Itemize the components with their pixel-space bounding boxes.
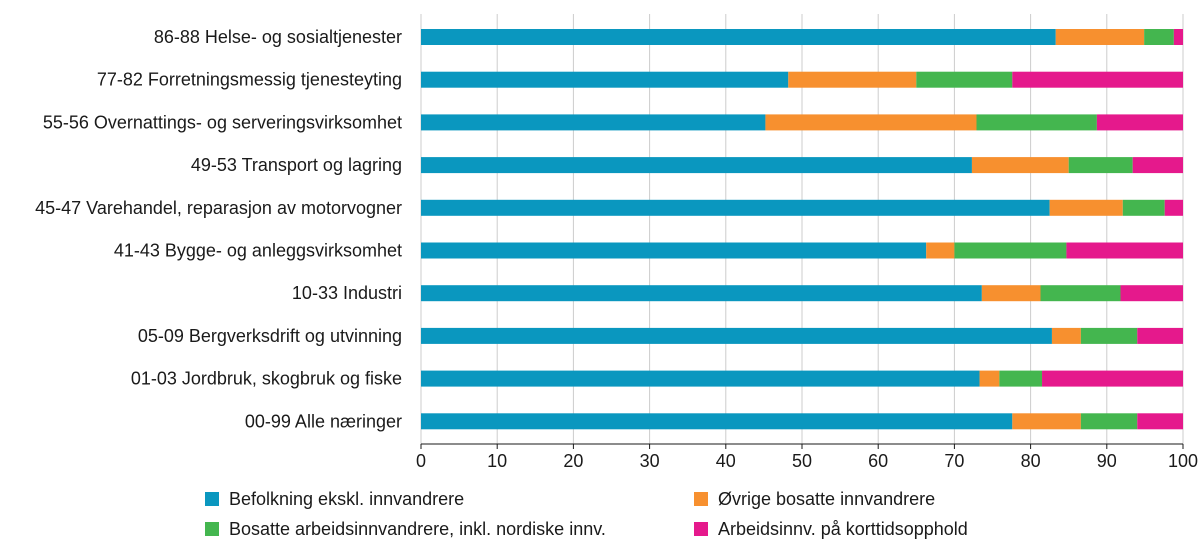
x-tick-label: 100 [1168,451,1198,471]
bar-0-series-0 [421,29,1056,45]
x-tick-label: 60 [868,451,888,471]
bar-2-series-2 [976,114,1097,131]
legend-swatch-1 [694,492,708,506]
legend-label-1: Øvrige bosatte innvandrere [718,489,935,509]
x-tick-label: 0 [416,451,426,471]
bar-1-series-2 [916,71,1013,88]
bar-8-series-2 [999,370,1043,387]
bars [421,29,1183,430]
category-labels: 86-88 Helse- og sosialtjenester 77-82 For… [35,27,402,431]
bar-7-series-2 [1080,327,1138,344]
legend-swatch-0 [205,492,219,506]
bar-0-series-1 [1055,29,1145,45]
category-label: 10-33 Industri [292,283,402,303]
bar-5-series-0 [421,242,927,259]
x-tick-label: 70 [944,451,964,471]
category-label: 49-53 Transport og lagring [191,155,402,175]
x-tick-label: 30 [640,451,660,471]
category-label: 41-43 Bygge- og anleggsvirksomhet [114,241,402,261]
bar-8-series-0 [421,370,980,387]
bar-7-series-1 [1051,327,1081,344]
bar-1-series-3 [1012,71,1183,88]
bar-2-series-3 [1096,114,1183,131]
bar-8-series-3 [1042,370,1183,387]
bar-1-series-1 [788,71,917,88]
bar-0-series-3 [1173,29,1183,45]
bar-9-series-0 [421,413,1013,430]
bar-5-series-2 [954,242,1067,259]
bar-6-series-3 [1120,285,1183,302]
legend-swatch-2 [205,522,219,536]
bar-4-series-1 [1049,199,1123,216]
bar-2-series-0 [421,114,766,131]
legend: Befolkning ekskl. innvandrere Øvrige bosa… [205,489,968,539]
bar-3-series-3 [1132,157,1183,174]
category-label: 00-99 Alle næringer [245,411,402,431]
bar-7-series-3 [1137,327,1183,344]
category-label: 05-09 Bergverksdrift og utvinning [138,326,402,346]
legend-label-3: Arbeidsinnv. på korttidsopphold [718,519,968,539]
bar-3-series-2 [1068,157,1133,174]
x-tick-label: 80 [1021,451,1041,471]
bar-9-series-3 [1137,413,1183,430]
bar-9-series-1 [1012,413,1081,430]
bar-8-series-1 [979,370,1000,387]
x-tick-label: 20 [563,451,583,471]
bar-6-series-2 [1040,285,1121,302]
bar-2-series-1 [765,114,977,131]
category-label: 55-56 Overnattings- og serveringsvirksom… [43,112,402,132]
bar-3-series-1 [971,157,1069,174]
bar-5-series-3 [1066,242,1183,259]
bar-6-series-1 [981,285,1041,302]
legend-label-0: Befolkning ekskl. innvandrere [229,489,464,509]
category-label: 01-03 Jordbruk, skogbruk og fiske [131,369,402,389]
bar-7-series-0 [421,327,1052,344]
x-tick-label: 10 [487,451,507,471]
category-label: 77-82 Forretningsmessig tjenesteyting [97,70,402,90]
x-axis: 0 10 20 30 40 50 60 70 80 90 100 [416,443,1198,471]
x-tick-label: 90 [1097,451,1117,471]
category-label: 86-88 Helse- og sosialtjenester [154,27,402,47]
bar-9-series-2 [1080,413,1138,430]
bar-6-series-0 [421,285,982,302]
bar-4-series-0 [421,199,1050,216]
bar-4-series-3 [1164,199,1183,216]
legend-label-2: Bosatte arbeidsinnvandrere, inkl. nordis… [229,519,606,539]
category-label: 45-47 Varehandel, reparasjon av motorvog… [35,198,402,218]
bar-4-series-2 [1122,199,1165,216]
bar-0-series-2 [1144,29,1174,45]
bar-1-series-0 [421,71,789,88]
bar-3-series-0 [421,157,972,174]
x-tick-label: 40 [716,451,736,471]
legend-swatch-3 [694,522,708,536]
bar-5-series-1 [926,242,955,259]
x-tick-label: 50 [792,451,812,471]
